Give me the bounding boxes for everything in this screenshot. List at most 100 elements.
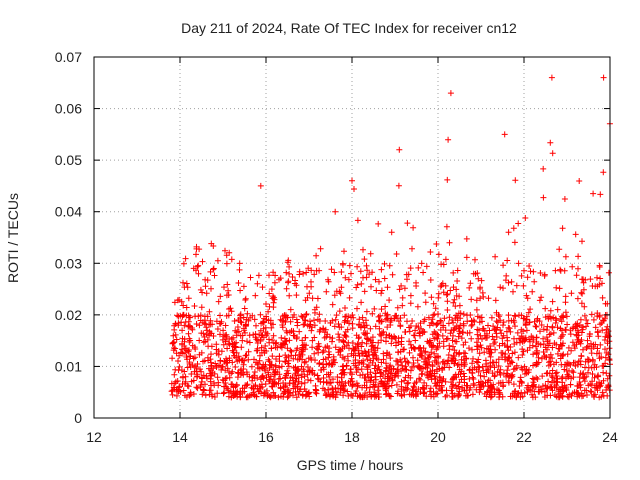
data-point [465,392,472,399]
data-point [537,270,544,276]
data-point [580,324,587,331]
data-point [545,342,552,349]
data-point [244,338,250,345]
data-point [382,367,389,374]
data-point [297,353,304,360]
data-point [255,365,261,371]
data-point [285,278,292,285]
data-point [257,182,264,189]
data-point [450,299,457,306]
data-point [596,355,603,362]
data-point [363,322,370,329]
data-point [224,345,231,352]
data-point [493,318,500,325]
data-point [236,260,243,267]
data-point [394,304,401,311]
data-point [401,377,408,384]
data-point [322,318,329,324]
data-point [541,394,548,400]
data-point [576,322,583,329]
data-point [172,366,179,373]
data-point [361,348,368,355]
data-point [277,375,284,382]
data-point [444,360,451,367]
data-point [523,313,530,320]
data-point [406,349,413,356]
data-point [267,320,274,327]
data-point [496,313,503,320]
data-point [453,338,460,345]
data-point [380,371,387,378]
data-point [417,332,423,339]
data-point [285,387,292,393]
data-point [295,372,302,379]
data-point [583,387,590,394]
data-point [271,370,278,376]
data-point [454,278,461,284]
data-point [266,272,272,279]
x-tick-label: 24 [602,429,618,445]
data-point [554,324,561,331]
data-point [536,318,543,325]
data-point [526,263,533,269]
data-point [369,310,376,317]
data-point [438,318,444,325]
data-point [516,383,523,389]
data-point [487,394,494,401]
data-point [198,330,205,337]
data-point [475,275,482,282]
data-point [273,356,279,362]
data-point [547,139,554,146]
data-point [428,349,435,356]
data-point [505,379,512,386]
data-point [282,374,288,381]
data-point [332,385,339,391]
data-point [553,373,560,379]
data-point [309,344,316,351]
data-point [365,336,372,343]
data-point [461,379,468,386]
data-point [451,353,458,360]
data-point [197,366,203,373]
data-point [358,280,365,287]
data-point [494,324,501,331]
data-point [438,387,445,394]
data-point [346,294,353,301]
data-point [272,340,279,347]
data-point [326,334,333,341]
data-point [378,287,385,294]
data-point [293,394,300,401]
y-axis-label: ROTI / TECUs [5,193,21,283]
data-point [200,372,207,379]
data-point [354,217,361,224]
data-point [237,332,244,339]
data-point [443,223,450,230]
data-point [562,293,569,300]
data-point [296,328,303,335]
data-point [234,369,241,376]
data-point [537,341,544,348]
data-point [480,367,487,374]
data-point [292,352,299,359]
data-point [239,337,246,344]
data-point [367,250,374,257]
data-point [183,280,190,287]
data-point [481,349,488,356]
data-point [560,312,567,319]
data-point [451,360,458,367]
data-point [203,373,210,380]
data-point [579,238,585,245]
data-point [412,327,419,334]
data-point [500,319,507,326]
data-point [536,388,543,395]
data-point [523,321,529,328]
data-point [437,283,444,290]
data-point [409,387,416,394]
data-point [515,354,522,361]
data-point [535,340,542,347]
data-point [522,215,529,221]
data-point [195,270,202,277]
data-point [253,393,260,400]
data-point [372,276,379,283]
data-point [547,307,554,314]
